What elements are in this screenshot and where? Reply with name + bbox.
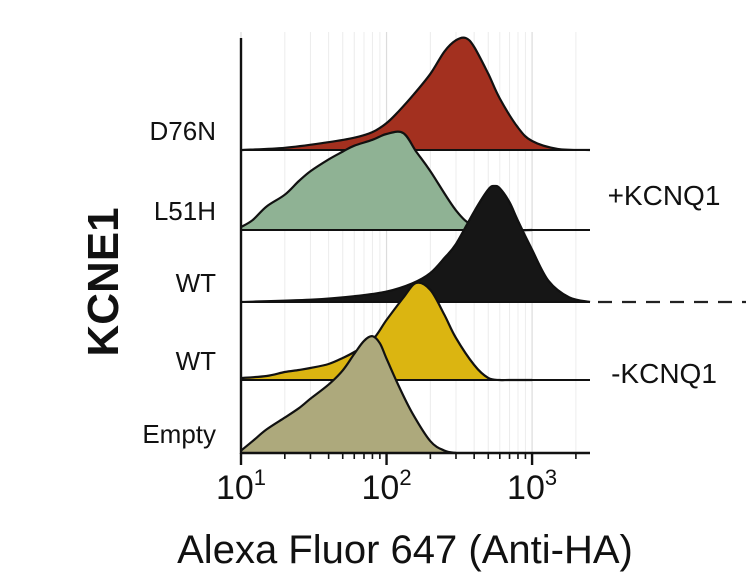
- axes: [239, 38, 590, 465]
- ridge-outline-empty-4: [240, 335, 457, 455]
- ridge-series: [240, 36, 591, 455]
- labels: 101 102 103 D76N L51H WT WT Empty: [142, 116, 557, 507]
- group-label-minus-kcnq1: -KCNQ1: [611, 358, 717, 389]
- row-label-0: D76N: [150, 116, 216, 146]
- ridge-fill-empty-4: [241, 336, 456, 453]
- ridge-outline-wt-2: [240, 184, 591, 304]
- y-axis-title: KCNE1: [79, 207, 128, 356]
- row-label-3: WT: [176, 346, 217, 376]
- x-tick-label: 101: [216, 465, 266, 507]
- ridge-outline-wt-3: [240, 281, 533, 382]
- row-label-1: L51H: [154, 196, 216, 226]
- x-tick-label: 102: [362, 465, 412, 507]
- group-label-plus-kcnq1: +KCNQ1: [608, 180, 721, 211]
- row-label-4: Empty: [142, 419, 216, 449]
- ridge-fill-wt-3: [241, 282, 533, 381]
- x-axis-title: Alexa Fluor 647 (Anti-HA): [177, 528, 633, 572]
- ridge-fill-l51h-1: [241, 131, 533, 231]
- x-tick-label: 103: [507, 465, 557, 507]
- ridge-outline-l51h-1: [240, 130, 533, 232]
- ridge-outline-d76n-0: [240, 36, 591, 152]
- row-label-2: WT: [176, 268, 217, 298]
- ridge-fill-wt-2: [241, 185, 590, 302]
